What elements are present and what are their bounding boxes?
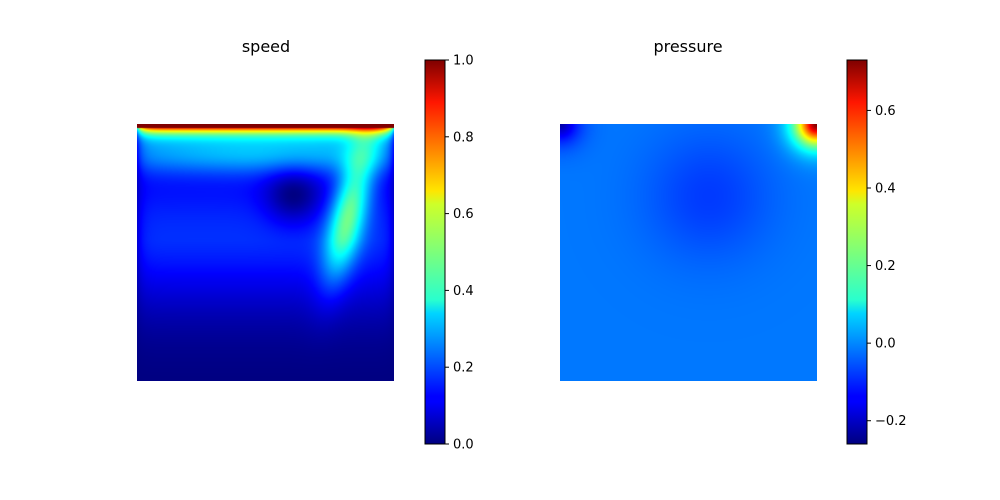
colorbar-tick-label: 0.8 xyxy=(453,130,474,145)
speed-title: speed xyxy=(242,37,290,56)
speed-colorbar-bar xyxy=(424,59,446,445)
colorbar-tick-label: −0.2 xyxy=(875,414,907,429)
speed-heatmap xyxy=(137,124,394,381)
colorbar-tick-label: 0.2 xyxy=(875,259,896,274)
colorbar-tick-label: 1.0 xyxy=(453,54,474,69)
pressure-colorbar-bar xyxy=(846,59,868,445)
colorbar-tick-label: 0.6 xyxy=(875,104,896,119)
speed-heatmap-container xyxy=(137,124,394,381)
pressure-panel: pressure −0.2 0.0 0.2 0.4 0.6 xyxy=(560,37,907,445)
speed-colorbar: 0.0 0.2 0.4 0.6 0.8 1.0 xyxy=(424,54,474,453)
colorbar-tick-label: 0.6 xyxy=(453,207,474,222)
colorbar-tick-label: 0.2 xyxy=(453,361,474,376)
colorbar-tick-label: 0.4 xyxy=(453,284,474,299)
colorbar-tick-label: 0.4 xyxy=(875,182,896,197)
pressure-heatmap-container xyxy=(560,124,817,381)
speed-panel: speed 0.0 0.2 0.4 0.6 0.8 1.0 xyxy=(137,37,474,453)
pressure-title: pressure xyxy=(653,37,722,56)
speed-colorbar-ticks: 0.0 0.2 0.4 0.6 0.8 1.0 xyxy=(445,54,474,453)
colorbar-tick-label: 0.0 xyxy=(453,438,474,453)
pressure-colorbar-ticks: −0.2 0.0 0.2 0.4 0.6 xyxy=(867,104,907,429)
colorbar-tick-label: 0.0 xyxy=(875,337,896,352)
pressure-heatmap xyxy=(560,124,817,381)
pressure-colorbar: −0.2 0.0 0.2 0.4 0.6 xyxy=(846,59,907,445)
